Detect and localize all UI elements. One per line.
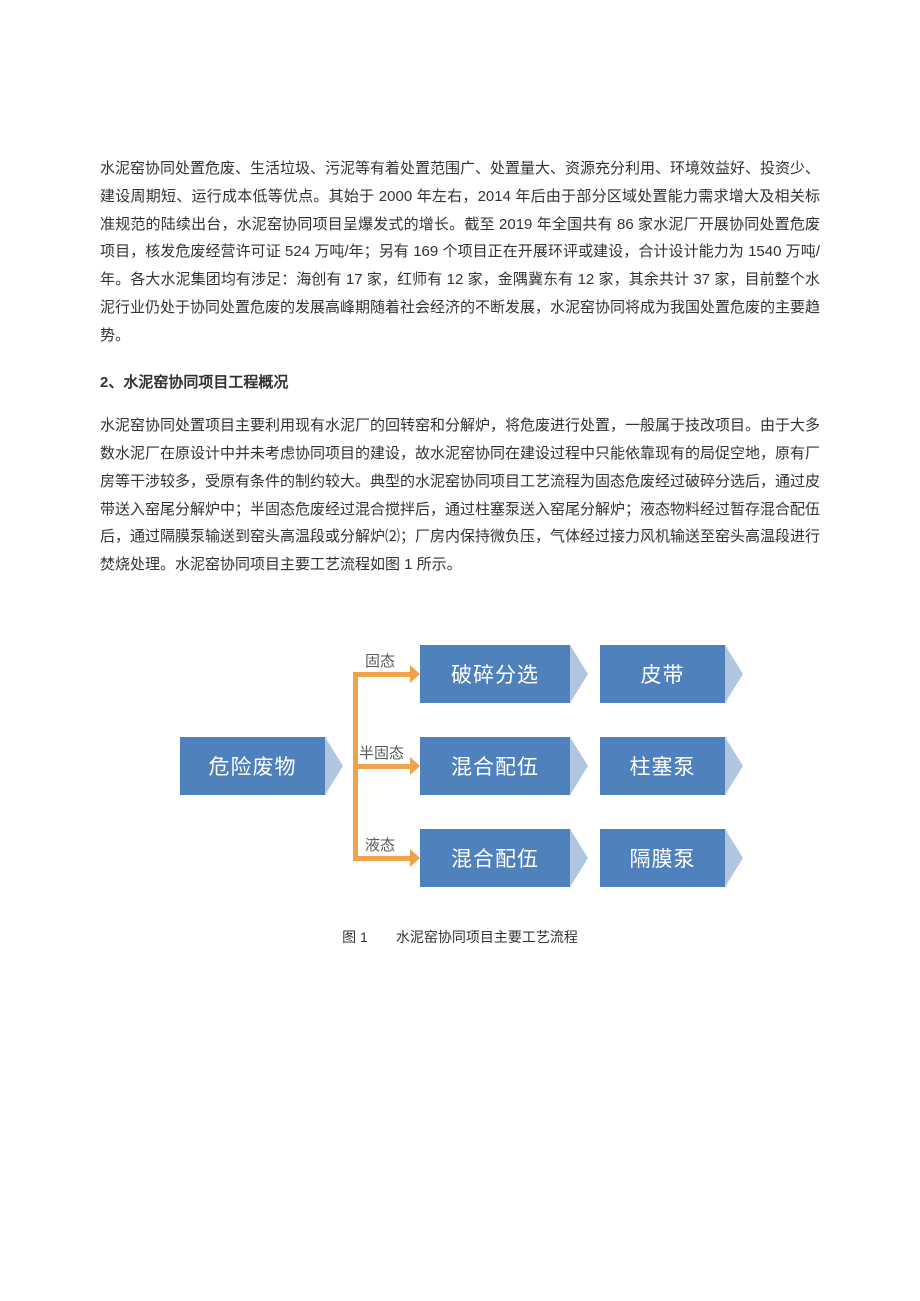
- section-heading: 2、水泥窑协同项目工程概况: [100, 371, 820, 392]
- edge-label-semisolid: 半固态: [359, 742, 404, 763]
- node-mid-1-label: 破碎分选: [451, 659, 539, 689]
- node-mid-3-label: 混合配伍: [451, 843, 539, 873]
- node-mid-2-arrow: [570, 737, 588, 795]
- connector-h-mid: [353, 764, 410, 769]
- connector-tri-mid: [410, 757, 420, 775]
- node-mid-3: 混合配伍: [420, 829, 570, 887]
- connector-h-bot: [353, 856, 410, 861]
- node-mid-3-arrow: [570, 829, 588, 887]
- node-main: 危险废物: [180, 737, 325, 795]
- node-main-label: 危险废物: [209, 751, 297, 781]
- node-right-2-label: 柱塞泵: [630, 751, 696, 781]
- connector-tri-top: [410, 665, 420, 683]
- node-right-3-arrow: [725, 829, 743, 887]
- node-right-1-label: 皮带: [641, 659, 685, 689]
- edge-label-solid: 固态: [365, 650, 395, 671]
- node-right-3: 隔膜泵: [600, 829, 725, 887]
- edge-label-liquid: 液态: [365, 834, 395, 855]
- node-main-arrow: [325, 737, 343, 795]
- flowchart-figure: 危险废物 固态 半固态 液态 破碎分选 混合配伍 混合配伍 皮带: [180, 619, 740, 947]
- intro-paragraph: 水泥窑协同处置危废、生活垃圾、污泥等有着处置范围广、处置量大、资源充分利用、环境…: [100, 155, 820, 349]
- node-right-2-arrow: [725, 737, 743, 795]
- node-mid-2: 混合配伍: [420, 737, 570, 795]
- node-right-1: 皮带: [600, 645, 725, 703]
- connector-tri-bot: [410, 849, 420, 867]
- node-mid-2-label: 混合配伍: [451, 751, 539, 781]
- node-mid-1: 破碎分选: [420, 645, 570, 703]
- node-right-2: 柱塞泵: [600, 737, 725, 795]
- body-paragraph: 水泥窑协同处置项目主要利用现有水泥厂的回转窑和分解炉，将危废进行处置，一般属于技…: [100, 412, 820, 579]
- flowchart-canvas: 危险废物 固态 半固态 液态 破碎分选 混合配伍 混合配伍 皮带: [180, 619, 740, 909]
- connector-h-top: [353, 672, 410, 677]
- figure-caption: 图 1 水泥窑协同项目主要工艺流程: [180, 927, 740, 947]
- node-right-1-arrow: [725, 645, 743, 703]
- node-mid-1-arrow: [570, 645, 588, 703]
- node-right-3-label: 隔膜泵: [630, 843, 696, 873]
